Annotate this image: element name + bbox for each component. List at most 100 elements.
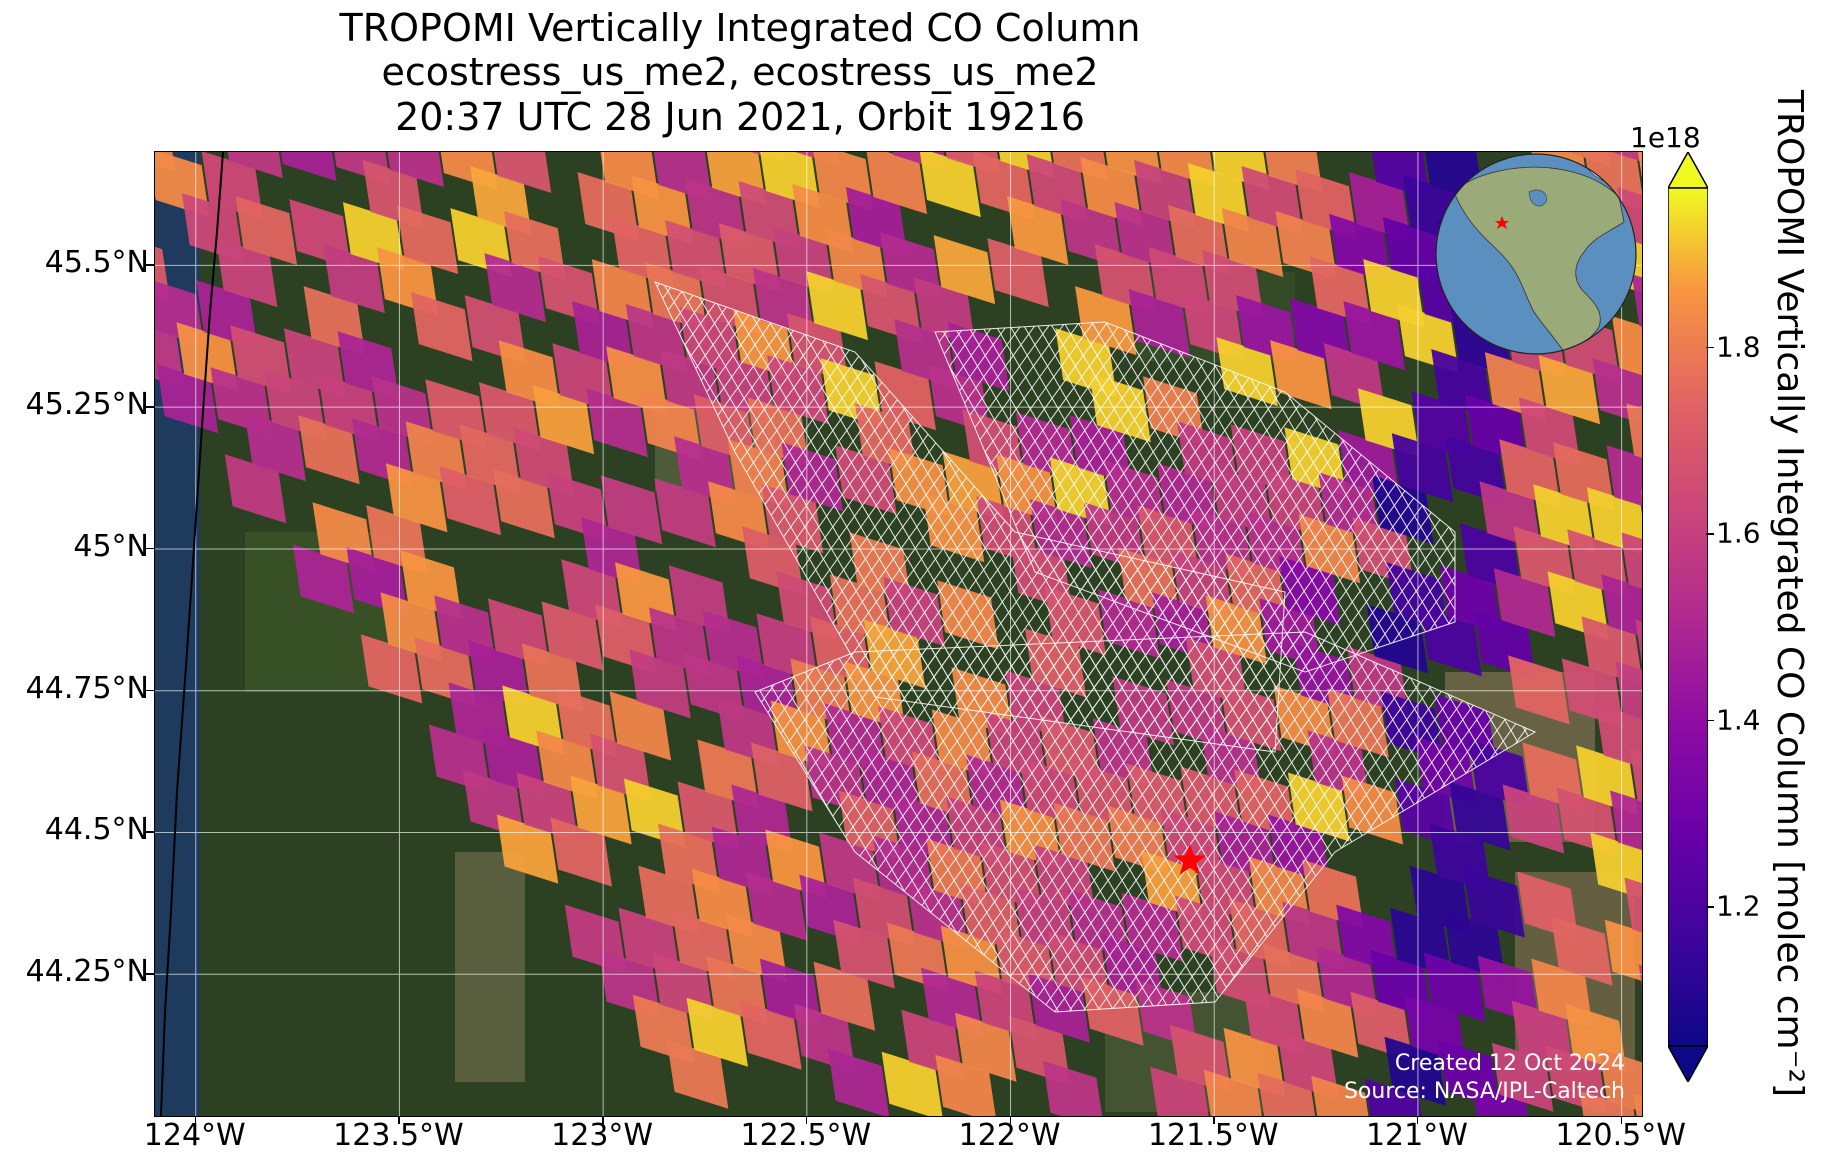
co-pixel <box>215 238 278 308</box>
y-tick-mark <box>146 547 154 550</box>
co-pixel <box>484 253 546 323</box>
co-pixel <box>827 1048 890 1116</box>
co-pixel <box>493 152 552 193</box>
co-pixel <box>385 463 448 533</box>
co-pixel-layer <box>155 152 1642 1116</box>
map-panel[interactable] <box>154 151 1643 1117</box>
colorbar-gradient <box>1668 187 1708 1047</box>
x-tick-mark <box>1009 1116 1012 1124</box>
co-pixel <box>629 649 691 719</box>
coastline <box>160 152 224 1116</box>
co-pixel <box>1612 316 1642 376</box>
colorbar-label-box: TROPOMI Vertically Integrated CO Column … <box>1769 90 1810 1170</box>
map-canvas <box>155 152 1642 1116</box>
satellite-terrain-patch <box>455 852 525 1082</box>
co-pixel <box>947 322 1010 392</box>
co-pixel <box>1296 988 1359 1058</box>
co-pixel <box>1508 655 1570 725</box>
co-pixel <box>1203 1069 1262 1116</box>
co-pixel <box>1491 1042 1554 1112</box>
credits: Created 12 Oct 2024 Source: NASA/JPL-Cal… <box>1344 1050 1625 1106</box>
co-pixel <box>1631 274 1642 327</box>
colorbar-tick-mark <box>1706 533 1714 535</box>
co-pixel <box>1343 301 1405 371</box>
x-tick-mark <box>398 1116 400 1124</box>
co-pixel <box>298 415 360 485</box>
co-pixel <box>987 238 1049 308</box>
co-pixel <box>387 152 444 187</box>
colorbar-tick-label: 1.8 <box>1716 330 1761 364</box>
co-pixel <box>493 469 555 539</box>
colorbar-tick-label: 1.4 <box>1716 703 1761 737</box>
co-pixel <box>1075 286 1137 356</box>
co-pixel <box>806 271 868 341</box>
globe-site-star <box>1495 216 1509 229</box>
map-title-line-1: TROPOMI Vertically Integrated CO Column <box>339 6 1141 50</box>
co-pixel <box>1626 403 1642 458</box>
co-pixel <box>745 871 808 941</box>
co-pixel <box>1633 1093 1642 1116</box>
y-tick-mark <box>146 831 154 833</box>
co-pixel <box>570 775 632 845</box>
site-star-marker <box>1173 843 1206 875</box>
co-pixel <box>1364 1078 1422 1116</box>
co-pixel <box>1606 445 1642 506</box>
co-pixel <box>227 152 283 179</box>
co-pixel <box>1216 337 1278 407</box>
co-pixel <box>1384 1036 1446 1106</box>
co-pixel <box>1599 1048 1642 1112</box>
globe-inset <box>1435 153 1637 355</box>
co-pixel <box>1502 784 1565 854</box>
co-pixel <box>1610 790 1642 851</box>
ecostress-swath-outline <box>934 321 1456 673</box>
co-pixel <box>1551 916 1613 986</box>
co-pixel <box>933 235 996 305</box>
co-pixel <box>1042 1060 1103 1116</box>
co-pixel <box>1089 373 1151 443</box>
co-pixel <box>1493 568 1556 638</box>
co-pixel <box>1007 196 1069 266</box>
co-pixel <box>586 388 648 458</box>
co-pixel <box>281 152 337 182</box>
co-pixel <box>496 814 559 884</box>
co-pixel <box>833 919 895 989</box>
co-pixel <box>1629 748 1642 802</box>
y-tick-label: 44.25°N <box>25 954 149 990</box>
colorbar-min-extension <box>1668 1045 1708 1082</box>
y-tick-label: 45°N <box>73 528 149 564</box>
co-pixel <box>292 544 355 614</box>
x-tick-mark <box>602 1116 604 1124</box>
y-tick-mark <box>146 406 154 408</box>
colorbar-exponent: 1e18 <box>1630 121 1701 154</box>
colorbar-tick-mark <box>1706 346 1714 349</box>
y-tick-label: 44.5°N <box>44 812 149 848</box>
ecostress-swath-outline <box>654 281 1286 753</box>
co-pixel <box>835 445 897 515</box>
colorbar-tick-mark <box>1706 719 1714 722</box>
co-pixel <box>866 152 928 215</box>
y-tick-label: 44.75°N <box>25 670 149 706</box>
co-pixel <box>541 601 604 671</box>
co-pixel <box>1221 208 1284 278</box>
colorbar-tick-label: 1.2 <box>1716 889 1761 923</box>
gridlines <box>155 152 1642 1116</box>
colorbar-max-extension <box>1668 152 1708 189</box>
co-pixel <box>919 152 981 218</box>
co-pixel <box>955 1012 1017 1082</box>
co-pixel <box>654 478 716 548</box>
co-pixel <box>1472 1084 1529 1116</box>
credit-source: Source: NASA/JPL-Caltech <box>1343 1079 1625 1104</box>
y-tick-mark <box>146 973 154 975</box>
co-pixel <box>1617 187 1642 245</box>
x-tick-mark <box>1416 1116 1419 1124</box>
y-tick-mark <box>146 264 154 266</box>
co-pixel <box>874 361 936 431</box>
co-pixel <box>609 691 672 761</box>
co-pixel <box>235 196 298 266</box>
co-pixel <box>1579 1090 1635 1116</box>
co-pixel <box>1638 152 1642 179</box>
co-pixel <box>323 244 385 314</box>
colorbar <box>1668 152 1708 1082</box>
co-pixel <box>813 961 876 1031</box>
colorbar-tick-mark <box>1706 906 1714 908</box>
